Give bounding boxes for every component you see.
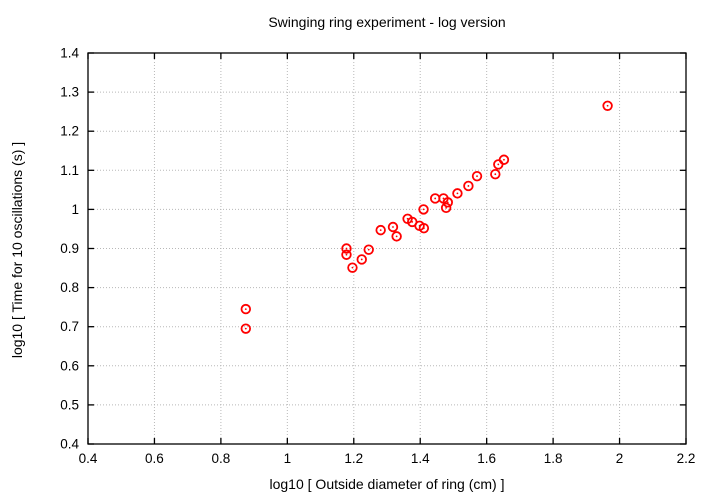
data-point: [440, 202, 452, 214]
data-point-center-dot: [392, 226, 394, 228]
data-point-center-dot: [244, 327, 247, 330]
data-point: [498, 154, 510, 165]
y-axis-label: log10 [ Time for 10 oscillations (s) ]: [9, 141, 25, 359]
x-tick-label: 1: [284, 451, 292, 466]
data-point-center-dot: [476, 175, 478, 178]
data-point: [418, 204, 429, 215]
x-axis-label: log10 [ Outside diameter of ring (cm) ]: [269, 476, 505, 492]
data-point-center-dot: [411, 221, 414, 223]
y-tick-label: 0.8: [60, 280, 79, 295]
data-point-center-dot: [497, 163, 500, 166]
data-point-center-dot: [395, 235, 398, 238]
chart-title: Swinging ring experiment - log version: [268, 14, 506, 30]
data-point: [442, 197, 453, 208]
data-point: [375, 224, 386, 236]
x-tick-label: 1.4: [411, 451, 430, 466]
data-point-center-dot: [422, 208, 425, 211]
data-point-center-dot: [367, 248, 370, 251]
data-point: [341, 243, 352, 254]
data-point-center-dot: [244, 308, 247, 311]
data-point-center-dot: [445, 206, 448, 209]
x-tick-label: 1.8: [544, 451, 563, 466]
data-point: [356, 254, 367, 265]
y-tick-label: 0.4: [60, 437, 79, 452]
plot-border: [87, 52, 687, 445]
x-tick-label: 0.4: [79, 451, 98, 466]
y-tick-label: 0.9: [60, 241, 79, 256]
x-tick-label: 2: [616, 451, 624, 466]
data-point: [363, 244, 374, 255]
y-tick-label: 1: [71, 202, 79, 217]
data-point: [387, 221, 399, 233]
data-point: [240, 323, 252, 334]
data-point: [490, 169, 501, 180]
y-tick-label: 0.6: [60, 358, 79, 373]
data-point-center-dot: [494, 173, 497, 176]
y-tick-label: 1.3: [60, 85, 79, 100]
data-point: [240, 303, 252, 315]
data-point-center-dot: [345, 247, 348, 250]
data-point: [347, 262, 358, 273]
data-point: [418, 222, 430, 234]
y-tick-label: 1.4: [60, 46, 79, 61]
data-point: [463, 180, 474, 192]
y-tick-label: 1.1: [60, 163, 79, 178]
data-point: [452, 188, 463, 199]
data-point-center-dot: [503, 158, 505, 161]
y-tick-label: 0.7: [60, 319, 79, 334]
data-point-center-dot: [467, 185, 470, 187]
x-tick-label: 1.6: [477, 451, 496, 466]
x-tick-label: 0.8: [211, 451, 230, 466]
x-tick-label: 2.2: [677, 451, 696, 466]
data-point: [471, 170, 483, 182]
data-point: [391, 231, 402, 242]
data-point: [602, 100, 613, 111]
data-point-center-dot: [351, 266, 354, 269]
data-point-center-dot: [422, 227, 425, 230]
data-point-center-dot: [345, 253, 348, 256]
data-point-center-dot: [606, 104, 609, 107]
data-point-center-dot: [434, 197, 437, 200]
data-point-center-dot: [379, 229, 382, 232]
y-tick-label: 0.5: [60, 397, 79, 412]
data-point: [341, 249, 352, 260]
y-tick-label: 1.2: [60, 124, 79, 139]
x-tick-label: 0.6: [145, 451, 164, 466]
x-tick-label: 1.2: [344, 451, 363, 466]
data-point-center-dot: [456, 192, 459, 195]
data-point-center-dot: [360, 258, 363, 261]
